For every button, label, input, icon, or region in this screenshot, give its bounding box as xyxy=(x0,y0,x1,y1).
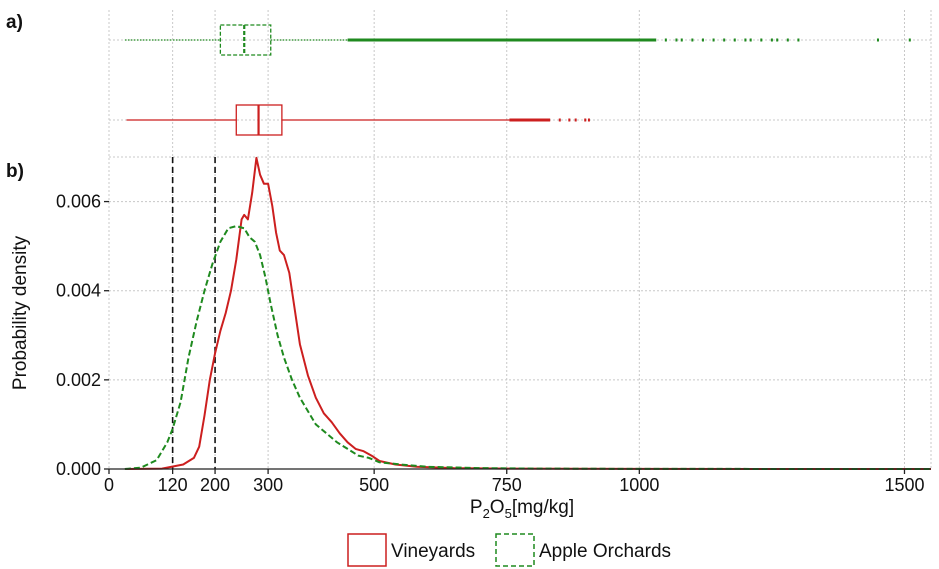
outlier-vineyards-7 xyxy=(584,118,587,122)
legend-swatch-apple-orchards xyxy=(495,533,535,567)
outlier-apple-19 xyxy=(723,38,726,42)
outlier-apple-25 xyxy=(776,38,779,42)
legend-swatch-vineyards xyxy=(347,533,387,567)
outlier-vineyards-6 xyxy=(574,118,577,122)
boxplot-apple xyxy=(124,24,911,56)
outlier-vineyards-5 xyxy=(568,118,571,122)
x-tick-label-3: 300 xyxy=(253,475,283,495)
panel-label-a: a) xyxy=(6,12,23,33)
legend-label-vineyards: Vineyards xyxy=(391,541,475,562)
y-axis-label: Probability density xyxy=(10,235,31,390)
x-axis-label-tail: [mg/kg] xyxy=(512,497,574,518)
outlier-apple-23 xyxy=(760,38,763,42)
legend-label-apple-orchards: Apple Orchards xyxy=(539,541,671,562)
x-tick-label-1: 120 xyxy=(158,475,188,495)
outlier-apple-21 xyxy=(744,38,747,42)
outlier-apple-20 xyxy=(733,38,736,42)
outlier-vineyards-4 xyxy=(558,118,561,122)
outlier-apple-14 xyxy=(675,38,678,42)
x-axis-label-sub1: 2 xyxy=(483,506,490,521)
outlier-apple-17 xyxy=(701,38,704,42)
x-axis-label-base: P xyxy=(470,497,483,518)
y-tick-label-1: 0.002 xyxy=(56,370,101,390)
x-axis-label: P2O5[mg/kg] xyxy=(470,497,574,521)
outlier-apple-15 xyxy=(680,38,683,42)
x-tick-label-6: 1000 xyxy=(619,475,659,495)
outlier-vineyards-8 xyxy=(587,118,590,122)
x-tick-label-5: 750 xyxy=(492,475,522,495)
outlier-apple-13 xyxy=(664,38,667,42)
grid-layer xyxy=(108,10,932,470)
x-tick-label-2: 200 xyxy=(200,475,230,495)
y-tick-label-2: 0.004 xyxy=(56,281,101,301)
legend: Vineyards Apple Orchards xyxy=(347,533,671,567)
density-curve-vineyards xyxy=(124,156,932,470)
outlier-apple-26 xyxy=(786,38,789,42)
x-tick-label-4: 500 xyxy=(359,475,389,495)
outlier-apple-16 xyxy=(691,38,694,42)
density-panel xyxy=(124,156,932,470)
outlier-apple-18 xyxy=(712,38,715,42)
boxplot-vineyards xyxy=(126,104,590,136)
x-tick-label-0: 0 xyxy=(104,475,114,495)
axes: 0 120 200 300 500 750 1000 1500 0.000 0.002 0.004 0… xyxy=(56,192,931,495)
outlier-apple-27 xyxy=(797,38,800,42)
boxplot-panel xyxy=(124,24,911,136)
box-apple xyxy=(219,24,272,56)
outlier-apple-24 xyxy=(770,38,773,42)
outlier-apple-29 xyxy=(908,38,911,42)
x-axis-label-mid: O xyxy=(490,497,505,518)
density-curve-apple xyxy=(124,225,932,470)
x-axis-label-sub2: 5 xyxy=(505,506,512,521)
outlier-apple-22 xyxy=(749,38,752,42)
outlier-apple-28 xyxy=(876,38,879,42)
panel-label-b: b) xyxy=(6,161,24,182)
y-tick-label-0: 0.000 xyxy=(56,459,101,479)
x-tick-label-7: 1500 xyxy=(884,475,924,495)
y-tick-label-3: 0.006 xyxy=(56,192,101,212)
